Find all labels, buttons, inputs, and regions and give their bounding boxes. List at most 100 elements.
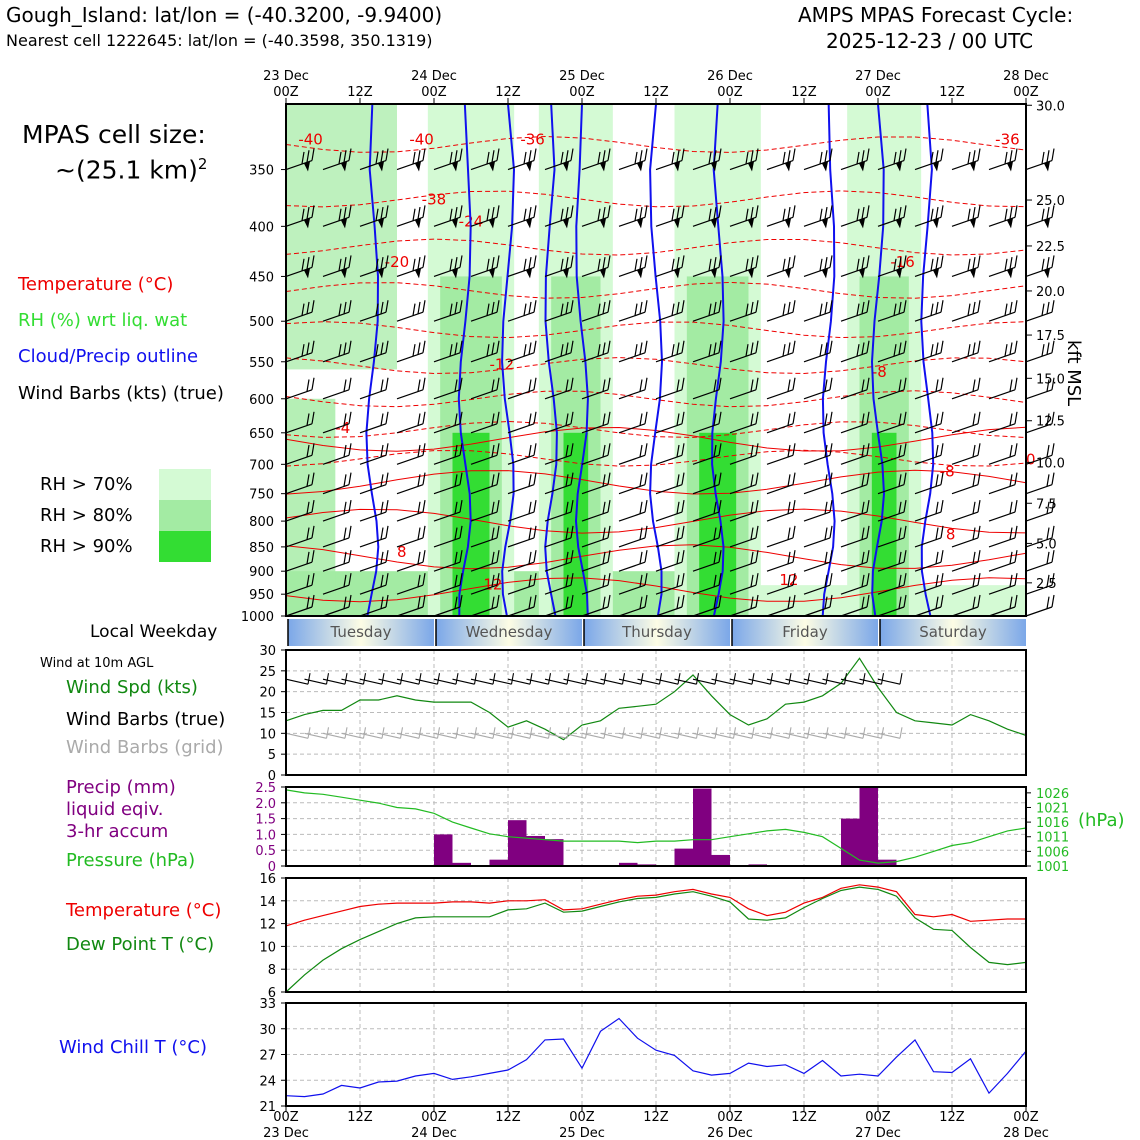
surface-wind-barb-true xyxy=(692,673,718,685)
surface-wind-barb-feather xyxy=(732,673,737,685)
wind-barb-feather xyxy=(935,501,939,514)
surface-wind-barb-grid-feather xyxy=(640,727,644,739)
wind-barb-feather xyxy=(861,150,865,163)
wind-barb-feather xyxy=(422,573,426,586)
surface-wind-barb-feather xyxy=(492,673,496,685)
surface-wind-barb-grid xyxy=(877,727,903,739)
wind-barb xyxy=(988,300,1018,322)
wind-barb xyxy=(877,300,907,322)
pressure-ytick-label: 1001 xyxy=(1036,860,1069,875)
wind-barb xyxy=(766,205,796,229)
wind-barb xyxy=(914,550,944,572)
wind-barb-feather xyxy=(602,301,606,315)
wind-barb-shaft xyxy=(655,584,683,595)
wind-barb-feather xyxy=(676,150,680,163)
wind-barb-feather xyxy=(893,208,897,221)
wind-barb-pennant xyxy=(711,161,717,172)
wind-barb-feather xyxy=(459,205,463,218)
wind-barb-shaft xyxy=(285,423,313,434)
temp-contour-dashed xyxy=(285,321,1027,339)
kft-tick-label: 7.5 xyxy=(1036,497,1057,512)
wind-barb xyxy=(396,443,426,465)
temp-panel-ytick-label: 10 xyxy=(259,940,276,955)
wind-barb xyxy=(803,472,833,495)
wind-barb xyxy=(914,205,944,229)
wind-barb-feather xyxy=(866,550,870,563)
surface-wind-barb-shaft xyxy=(840,678,864,685)
pressure-tick-label: 500 xyxy=(249,315,274,330)
wind-barb-feather xyxy=(311,550,315,563)
wind-barb-feather xyxy=(755,148,759,161)
surface-wind-barb-feather xyxy=(751,673,755,685)
wind-barb-feather xyxy=(1041,344,1045,357)
wind-barb-shaft xyxy=(803,159,831,171)
wind-barb xyxy=(692,300,722,322)
wind-barb-pennant xyxy=(933,218,939,229)
wind-barb xyxy=(581,550,611,572)
temp-contour-label: -40 xyxy=(298,131,323,149)
wind-barb-feather xyxy=(343,206,347,220)
surface-wind-barb-grid-shaft xyxy=(396,732,420,739)
dewpoint-panel-label: Dew Point T (°C) xyxy=(66,934,215,955)
wind-barb-feather xyxy=(412,303,416,316)
surface-wind-barb-feather xyxy=(714,673,718,685)
wind-barb xyxy=(655,255,685,279)
surface-wind-barb-grid xyxy=(452,727,478,739)
wind-barb-pennant xyxy=(637,218,643,229)
wind-barb-pennant xyxy=(896,161,902,172)
surface-wind-barb-grid-feather xyxy=(399,727,404,739)
wind-barb-shaft xyxy=(692,584,720,595)
wind-barb-feather xyxy=(496,573,500,586)
wind-barb-feather xyxy=(644,443,648,456)
wind-barb-shaft xyxy=(951,454,979,465)
wind-barb xyxy=(729,550,759,572)
surface-wind-barb-feather xyxy=(436,673,441,685)
wind-barb-feather xyxy=(1046,596,1050,609)
wind-barb xyxy=(544,500,574,522)
wind-barb-feather xyxy=(861,379,865,392)
wind-barb-feather xyxy=(930,151,934,165)
wind-barb-shaft xyxy=(322,311,350,322)
wind-barb-feather xyxy=(972,574,976,587)
wind-barb-feather xyxy=(745,151,749,165)
wind-barb-feather xyxy=(306,257,310,270)
wind-barb xyxy=(322,205,352,229)
wind-barb xyxy=(692,411,722,434)
wind-barb-feather xyxy=(417,444,421,458)
wind-barb-feather xyxy=(782,303,786,316)
wind-barb-feather xyxy=(713,574,717,587)
wind-barb xyxy=(840,500,870,522)
wind-barb xyxy=(1025,500,1055,522)
wind-barb-shaft xyxy=(322,484,350,495)
wind-barb xyxy=(507,377,537,400)
wind-barb xyxy=(581,443,611,465)
wind-barb xyxy=(655,443,685,465)
local-weekday-label: Local Weekday xyxy=(90,622,218,642)
surface-wind-barb-grid-shaft xyxy=(748,732,771,739)
wind-barb-shaft xyxy=(618,389,646,400)
wind-barb-pennant xyxy=(1044,268,1050,279)
wind-barb-shaft xyxy=(618,561,646,572)
wind-barb-feather xyxy=(639,379,643,392)
wind-barb-feather xyxy=(745,344,749,357)
wind-barb-feather xyxy=(861,501,865,514)
wind-barb xyxy=(396,573,426,595)
wind-barb-feather xyxy=(1014,377,1018,390)
wind-barb-feather xyxy=(602,574,606,587)
wind-barb-feather xyxy=(602,501,606,514)
wind-barb-feather xyxy=(903,472,907,485)
wind-barb-shaft xyxy=(692,484,720,495)
pressure-ytick-label: 1021 xyxy=(1036,801,1069,816)
wind-barb-feather xyxy=(380,551,384,564)
wind-barb xyxy=(988,550,1018,572)
bottom-hour-label: 00Z xyxy=(717,1110,743,1125)
wind-barb-pennant xyxy=(637,161,643,172)
wind-barb xyxy=(877,525,907,548)
pressure-ytick-label: 1026 xyxy=(1036,787,1069,802)
wind-barb-feather xyxy=(681,500,685,513)
wind-barb-feather xyxy=(422,340,426,353)
temp-contour-label: -40 xyxy=(409,131,434,149)
wind-barb-shaft xyxy=(322,606,350,617)
wind-barb-shaft xyxy=(581,216,609,227)
wind-barb xyxy=(988,255,1018,279)
